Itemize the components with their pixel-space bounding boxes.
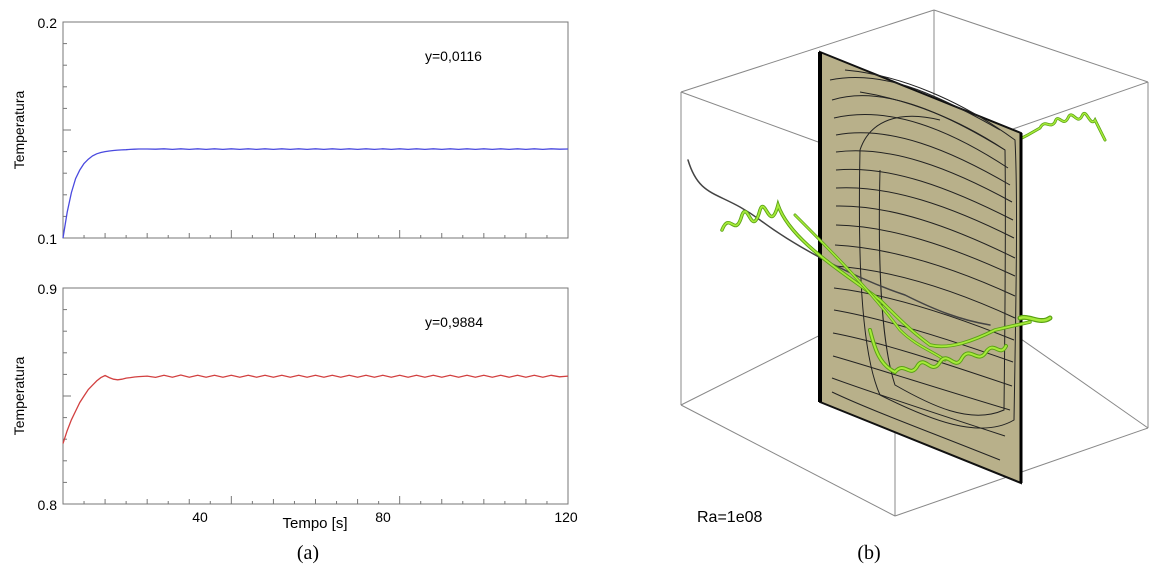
- y-ticks-top: [63, 21, 71, 239]
- x-tick-label-40: 40: [192, 509, 208, 525]
- y-tick-label-0-9: 0.9: [38, 281, 58, 297]
- streamlines-front: [687, 159, 1053, 375]
- y-tick-label-0-1: 0.1: [38, 231, 58, 247]
- midplane-section: [818, 50, 1023, 485]
- temperature-chart-bottom: 0.8 0.9 40 80 120 Tempo [s] Temperatura …: [11, 281, 578, 532]
- x-ticks-top: [62, 230, 569, 238]
- plot-frame-bottom: [62, 287, 569, 505]
- rayleigh-label: Ra=1e08: [697, 509, 762, 526]
- x-tick-label-80: 80: [375, 509, 391, 525]
- caption-a: (a): [297, 542, 319, 564]
- y-tick-label-0-2: 0.2: [38, 15, 58, 31]
- streamlines-back: [953, 112, 1107, 167]
- x-tick-label-120: 120: [554, 509, 578, 525]
- temperature-series-line-bottom: [62, 374, 569, 444]
- series-bottom: [62, 374, 569, 444]
- y-axis-label-top: Temperatura: [11, 90, 27, 169]
- caption-b: (b): [857, 542, 880, 564]
- plot-frame-top: [62, 21, 569, 239]
- annotation-top: y=0,0116: [425, 48, 482, 64]
- x-axis-label: Tempo [s]: [282, 515, 347, 532]
- y-axis-label-bottom: Temperatura: [11, 356, 27, 435]
- series-top: [62, 148, 569, 239]
- plane-streamlines: [829, 69, 1018, 461]
- temperature-series-line-top: [62, 148, 569, 239]
- y-tick-label-0-8: 0.8: [38, 497, 58, 513]
- cavity-3d-render: Ra=1e08: [680, 9, 1149, 526]
- temperature-chart-top: 0.1 0.2 Temperatura y=0,0116: [11, 15, 569, 247]
- annotation-bottom: y=0,9884: [425, 314, 483, 330]
- y-ticks-bottom: [63, 287, 71, 505]
- x-ticks-bottom: [62, 496, 569, 504]
